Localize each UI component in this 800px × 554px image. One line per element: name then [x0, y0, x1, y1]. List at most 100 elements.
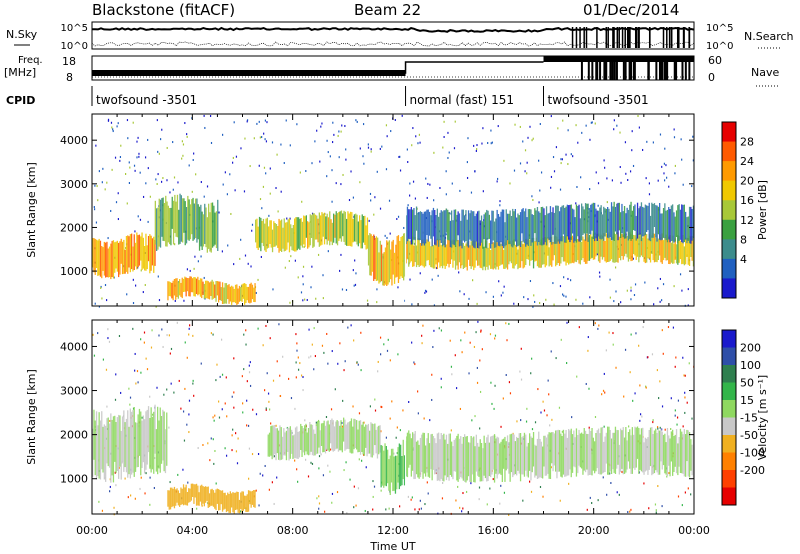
- range-time-cell: [188, 199, 190, 241]
- range-time-cell: [339, 211, 341, 239]
- range-time-cell: [491, 243, 493, 269]
- range-time-cell: [417, 440, 419, 478]
- scatter-point: [374, 409, 377, 412]
- range-time-cell: [194, 277, 196, 297]
- range-time-cell: [657, 430, 659, 475]
- scatter-point: [656, 426, 659, 429]
- scatter-point: [296, 468, 298, 471]
- range-time-cell: [588, 428, 591, 475]
- scatter-point: [154, 457, 156, 460]
- scatter-point: [503, 159, 505, 162]
- scatter-point: [419, 272, 421, 275]
- scatter-point: [176, 321, 178, 324]
- range-time-cell: [545, 237, 548, 266]
- scatter-point: [587, 349, 589, 352]
- range-time-cell: [479, 245, 481, 268]
- range-time-cell: [114, 242, 116, 273]
- scatter-point: [410, 498, 412, 501]
- scatter-point: [480, 329, 482, 332]
- scatter-point: [94, 302, 96, 305]
- scatter-point: [152, 413, 154, 416]
- scatter-point: [631, 130, 633, 133]
- scatter-point: [127, 496, 129, 499]
- scatter-point: [149, 476, 151, 479]
- scatter-point: [578, 326, 580, 329]
- range-time-cell: [340, 210, 343, 242]
- range-time-cell: [586, 233, 588, 264]
- range-time-cell: [229, 286, 231, 302]
- scatter-point: [531, 428, 534, 431]
- scatter-point: [675, 356, 677, 359]
- range-time-cell: [181, 488, 183, 505]
- range-time-cell: [337, 421, 340, 452]
- range-time-cell: [464, 215, 466, 243]
- range-time-cell: [205, 280, 207, 299]
- range-time-cell: [652, 434, 654, 475]
- range-time-cell: [612, 432, 614, 470]
- scatter-point: [424, 289, 427, 292]
- range-time-cell: [218, 281, 220, 303]
- scatter-point: [284, 266, 286, 269]
- scatter-point: [492, 478, 494, 481]
- range-time-cell: [519, 433, 522, 482]
- scatter-point: [409, 278, 411, 281]
- colorbar-tick-label: 24: [740, 155, 754, 168]
- range-time-cell: [365, 225, 367, 250]
- scatter-point: [680, 138, 682, 141]
- scatter-point: [322, 274, 324, 277]
- range-time-cell: [573, 430, 575, 467]
- range-time-cell: [565, 206, 567, 243]
- scatter-point: [235, 450, 238, 453]
- range-time-cell: [210, 489, 212, 506]
- scatter-point: [606, 493, 608, 496]
- scatter-point: [150, 346, 153, 349]
- scatter-point: [116, 125, 118, 128]
- scatter-point: [674, 164, 676, 167]
- scatter-point: [100, 285, 102, 288]
- scatter-point: [188, 164, 190, 167]
- scatter-point: [627, 178, 629, 181]
- scatter-point: [377, 360, 379, 363]
- range-time-cell: [482, 448, 484, 482]
- range-time-cell: [279, 425, 281, 461]
- range-time-cell: [478, 242, 480, 266]
- range-time-cell: [211, 279, 213, 300]
- colorbar-swatch: [722, 365, 736, 383]
- range-time-cell: [209, 212, 211, 252]
- range-time-cell: [359, 420, 362, 455]
- range-time-cell: [518, 433, 520, 474]
- scatter-point: [294, 459, 296, 462]
- range-time-cell: [262, 218, 265, 247]
- range-time-cell: [636, 426, 639, 459]
- range-time-cell: [400, 444, 402, 487]
- scatter-point: [263, 132, 265, 135]
- scatter-point: [195, 173, 197, 176]
- scatter-point: [588, 207, 590, 210]
- colorbar-tick-label: -100: [740, 447, 765, 460]
- range-time-cell: [404, 233, 406, 277]
- range-time-cell: [204, 203, 206, 244]
- range-time-cell: [384, 443, 386, 486]
- range-time-cell: [679, 209, 682, 240]
- range-time-cell: [657, 238, 659, 260]
- scatter-point: [157, 173, 159, 176]
- range-time-cell: [408, 430, 410, 468]
- scatter-point: [323, 351, 325, 354]
- scatter-point: [160, 180, 163, 183]
- scatter-point: [318, 495, 320, 498]
- range-time-cell: [410, 242, 412, 262]
- range-time-cell: [349, 421, 351, 453]
- range-time-cell: [499, 216, 501, 247]
- scatter-point: [540, 171, 543, 174]
- range-time-cell: [301, 426, 303, 457]
- scatter-point: [461, 351, 463, 354]
- range-time-cell: [110, 413, 112, 483]
- range-time-cell: [163, 203, 166, 242]
- scatter-point: [421, 334, 423, 337]
- range-time-cell: [208, 493, 211, 508]
- scatter-point: [193, 394, 195, 397]
- range-time-cell: [412, 209, 414, 245]
- range-time-cell: [103, 424, 105, 480]
- scatter-point: [692, 159, 694, 162]
- scatter-point: [337, 362, 339, 365]
